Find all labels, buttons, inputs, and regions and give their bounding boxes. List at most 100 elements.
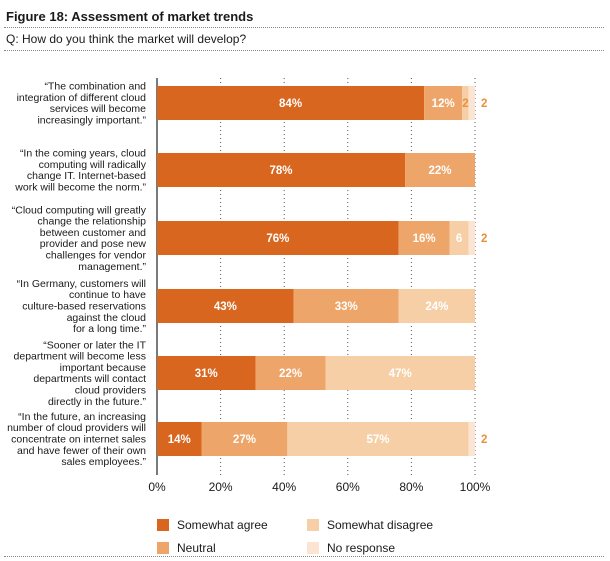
bar-segment-somewhat-agree [157,153,406,187]
x-tick-label: 20% [209,480,233,494]
bar-segment-somewhat-disagree [398,289,475,323]
bar-value-label: 12% [432,98,455,110]
x-tick-label: 60% [336,480,360,494]
bar-segment-neutral [255,356,326,390]
question-divider [4,50,604,51]
bar-segment-somewhat-agree [157,221,399,255]
category-label-line: management.” [78,261,146,273]
legend-label: No response [327,541,396,555]
bar-value-label: 22% [279,368,302,380]
bar-segment-no-response [468,221,475,255]
category-label: “In the coming years, cloud computing wil… [14,148,146,194]
category-label-line: departments will contact [33,373,146,385]
legend-item: Neutral [157,541,216,555]
category-label-line: culture-based reservations [22,301,146,313]
category-label-line: number of cloud providers will [7,422,146,434]
category-label: “Cloud computing will greatly change the … [12,204,147,273]
x-tick-label: 80% [399,480,423,494]
bar-value-label: 22% [429,165,452,177]
category-label-line: change the relationship [37,216,146,228]
legend-label: Somewhat disagree [327,518,434,532]
bar-segment-somewhat-agree [157,289,294,323]
category-label-line: challenges for vendor [46,249,147,261]
figure-title: Figure 18: Assessment of market trends [6,9,254,24]
bar-segment-no-response [468,422,475,456]
bar-segment-somewhat-agree [157,356,256,390]
category-label-line: sales employees.” [61,456,146,468]
x-tick-label: 0% [148,480,166,494]
bar-value-label: 24% [425,301,448,313]
bar-segment-somewhat-agree [157,422,202,456]
category-label: “Sooner or later the IT department will b… [14,339,147,408]
bar-value-label: 16% [413,233,436,245]
legend-item: No response [307,541,395,555]
category-label-line: “Sooner or later the IT [43,339,146,351]
category-label-line: “In the coming years, cloud [20,148,146,160]
category-label: “In the future, an increasing number of c… [7,411,146,468]
bar-segment-neutral [405,153,475,187]
bottom-divider [4,556,604,557]
category-label-line: increasingly important.” [37,114,146,126]
bar-value-label: 76% [266,233,289,245]
bar-value-label: 47% [389,368,412,380]
title-divider [4,27,604,28]
bar-value-label: 78% [270,165,293,177]
category-label: “In Germany, customers will continue to h… [17,278,147,335]
legend-item: Somewhat agree [157,518,268,532]
bar-segment-neutral [424,86,463,120]
legend-swatch [307,542,319,554]
category-label-line: department will become less [14,351,146,363]
category-label-line: computing will radically [39,159,147,171]
bar-value-label: 14% [168,434,191,446]
bar-value-label: 84% [279,98,302,110]
category-label-line: for a long time.” [73,323,146,335]
category-label: “The combination and integration of diffe… [17,81,147,127]
bar-segment-somewhat-disagree [449,221,469,255]
category-label-line: integration of different cloud [17,92,147,104]
bar-value-label: 2 [481,98,487,110]
legend-swatch [157,519,169,531]
bar-segment-neutral [293,289,399,323]
category-label-line: cloud providers [75,384,146,396]
bar-segment-somewhat-disagree [325,356,475,390]
bar-value-label: 6 [456,233,462,245]
category-label-line: “In the future, an increasing [18,411,146,423]
category-label-line: and have fewer of their own [17,445,146,457]
x-tick-label: 100% [460,480,491,494]
legend-label: Neutral [177,541,216,555]
category-label-line: “Cloud computing will greatly [12,204,147,216]
category-label-line: directly in the future.” [48,396,147,408]
category-label-line: continue to have [69,289,146,301]
category-label-line: services will become [50,103,146,115]
category-label-line: against the cloud [67,312,147,324]
stacked-bar-chart: 0% 20% 40% 60% 80% 100%“The combination and in… [7,78,491,494]
bar-segment-neutral [398,221,450,255]
bar-value-label: 2 [481,233,487,245]
legend-item: Somewhat disagree [307,518,433,532]
x-tick-label: 40% [272,480,296,494]
category-label-line: “The combination and [44,81,146,93]
bar-value-label: 33% [335,301,358,313]
legend-label: Somewhat agree [177,518,268,532]
bar-value-label: 57% [366,434,389,446]
category-label-line: provider and pose new [40,238,147,250]
legend-swatch [307,519,319,531]
category-label-line: “In Germany, customers will [17,278,146,290]
category-label-line: between customer and [40,227,146,239]
category-label-line: work will become the norm.” [14,181,146,193]
bar-value-label: 2 [481,434,487,446]
category-label-line: important because [60,362,147,374]
category-label-line: change IT. Internet-based [27,170,146,182]
category-label-line: concentrate on internet sales [11,434,146,446]
bar-value-label: 27% [233,434,256,446]
bar-value-label: 43% [214,301,237,313]
bar-segment-somewhat-agree [157,86,425,120]
bar-segment-neutral [201,422,288,456]
bar-segment-somewhat-disagree [462,86,469,120]
legend-swatch [157,542,169,554]
bar-value-label: 2 [462,98,468,110]
bar-segment-no-response [468,86,475,120]
bar-segment-somewhat-disagree [287,422,469,456]
bar-value-label: 31% [195,368,218,380]
question-text: Q: How do you think the market will deve… [6,32,247,46]
